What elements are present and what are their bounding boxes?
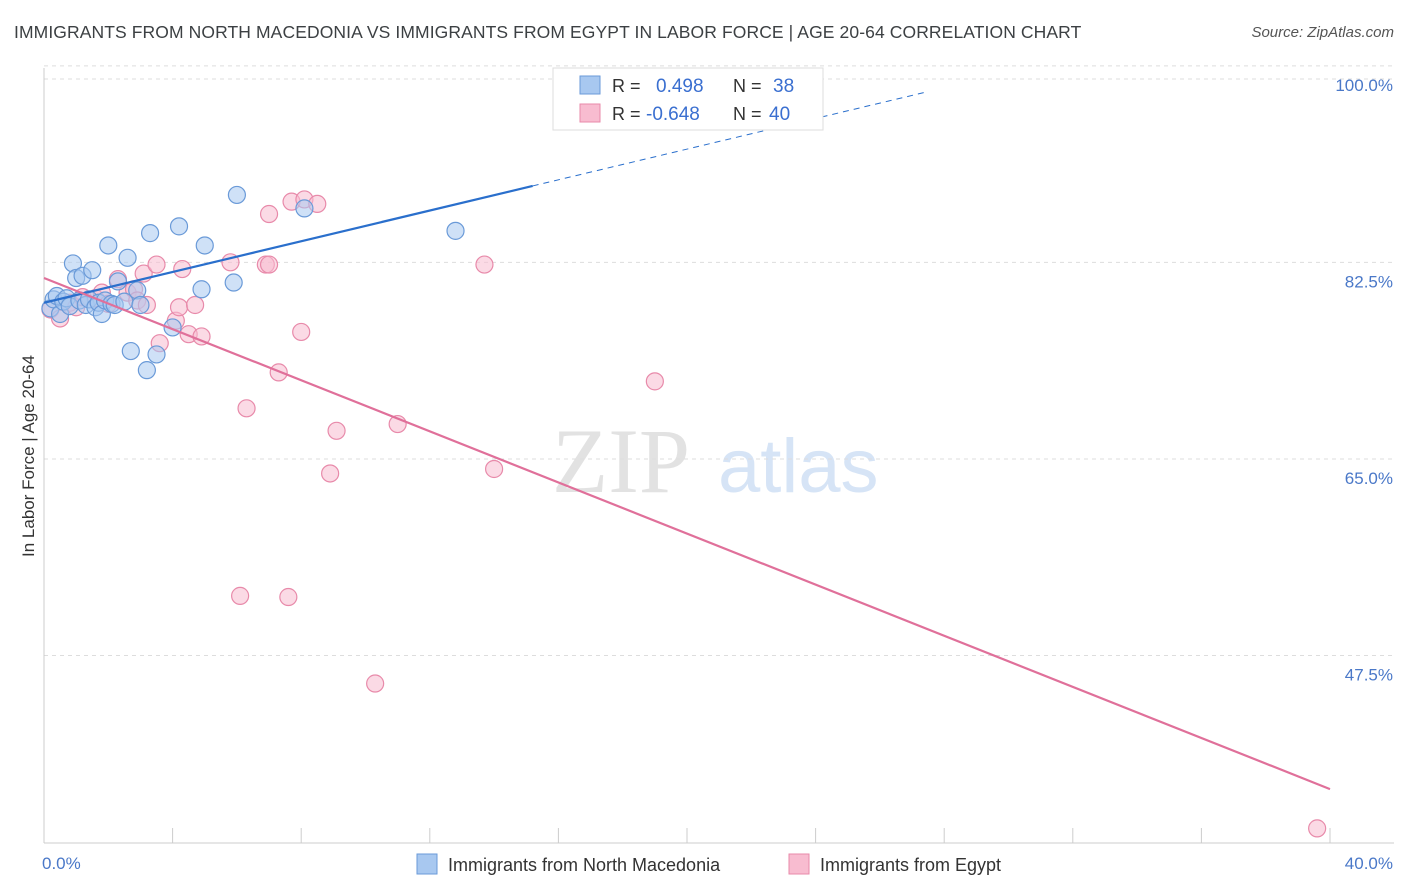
north-macedonia-point <box>83 261 102 280</box>
legend-r-label-blue: R = <box>612 76 641 96</box>
north-macedonia-point <box>121 341 140 361</box>
legend-n-value-pink: 40 <box>769 104 790 125</box>
y-tick-labels: 100.0% 82.5% 65.0% 47.5% <box>1335 76 1393 685</box>
watermark-zip: ZIP <box>552 410 690 512</box>
legend-n-label-blue: N = <box>733 76 762 96</box>
egypt-point <box>321 464 340 483</box>
egypt-point <box>366 674 385 693</box>
north-macedonia-point <box>147 345 166 364</box>
egypt-point <box>147 255 166 274</box>
egypt-point <box>186 295 205 315</box>
legend-n-label-pink: N = <box>733 104 762 124</box>
x-tick-label-max: 40.0% <box>1345 854 1393 873</box>
north-macedonia-points <box>41 185 465 380</box>
x-tick-marks <box>43 828 1331 843</box>
egypt-point <box>279 587 298 607</box>
egypt-point <box>292 322 311 342</box>
north-macedonia-point <box>195 236 214 255</box>
legend-r-value-blue: 0.498 <box>656 76 704 97</box>
y-tick-label: 65.0% <box>1345 469 1393 488</box>
chart-title: IMMIGRANTS FROM NORTH MACEDONIA VS IMMIG… <box>14 22 1082 42</box>
north-macedonia-point <box>140 224 160 243</box>
egypt-point <box>1308 819 1327 838</box>
egypt-point <box>475 255 494 274</box>
egypt-point <box>645 372 664 391</box>
egypt-point <box>237 399 256 418</box>
y-tick-label: 82.5% <box>1345 272 1393 291</box>
source-label: Source: ZipAtlas.com <box>1251 24 1394 41</box>
north-macedonia-trend-extension <box>532 91 929 187</box>
stats-legend: R = 0.498 N = 38 R = -0.648 N = 40 <box>552 67 824 131</box>
legend-r-value-pink: -0.648 <box>646 104 700 125</box>
trend-lines <box>43 91 1331 791</box>
north-macedonia-trend-line <box>43 184 533 304</box>
y-tick-label: 47.5% <box>1345 666 1393 685</box>
egypt-point <box>485 459 504 479</box>
egypt-point <box>327 421 346 440</box>
x-tick-label-min: 0.0% <box>42 854 81 873</box>
series-legend: Immigrants from North Macedonia Immigran… <box>416 853 1001 875</box>
series-legend-label-blue: Immigrants from North Macedonia <box>448 855 721 875</box>
north-macedonia-point <box>169 217 189 236</box>
north-macedonia-point <box>99 236 118 255</box>
series-legend-swatch-blue <box>416 853 438 875</box>
north-macedonia-point <box>131 295 150 315</box>
egypt-point <box>259 204 279 224</box>
north-macedonia-point <box>118 248 137 267</box>
legend-n-value-blue: 38 <box>773 76 794 97</box>
grid-lines <box>44 65 1394 657</box>
egypt-point <box>231 586 250 605</box>
egypt-point <box>259 255 279 274</box>
legend-swatch-blue <box>579 75 601 95</box>
y-tick-label: 100.0% <box>1335 76 1393 95</box>
series-legend-swatch-pink <box>788 853 810 875</box>
north-macedonia-point <box>227 185 246 205</box>
series-legend-label-pink: Immigrants from Egypt <box>820 855 1001 875</box>
north-macedonia-point <box>137 361 156 380</box>
y-axis-label: In Labor Force | Age 20-64 <box>19 355 38 557</box>
legend-r-label-pink: R = <box>612 104 641 124</box>
north-macedonia-point <box>295 199 314 218</box>
legend-swatch-pink <box>579 103 601 123</box>
egypt-point <box>169 298 189 317</box>
egypt-trend-line <box>43 277 1331 791</box>
north-macedonia-point <box>192 280 211 299</box>
watermark-atlas: atlas <box>718 424 879 509</box>
north-macedonia-point <box>224 273 243 292</box>
north-macedonia-point <box>446 221 465 240</box>
